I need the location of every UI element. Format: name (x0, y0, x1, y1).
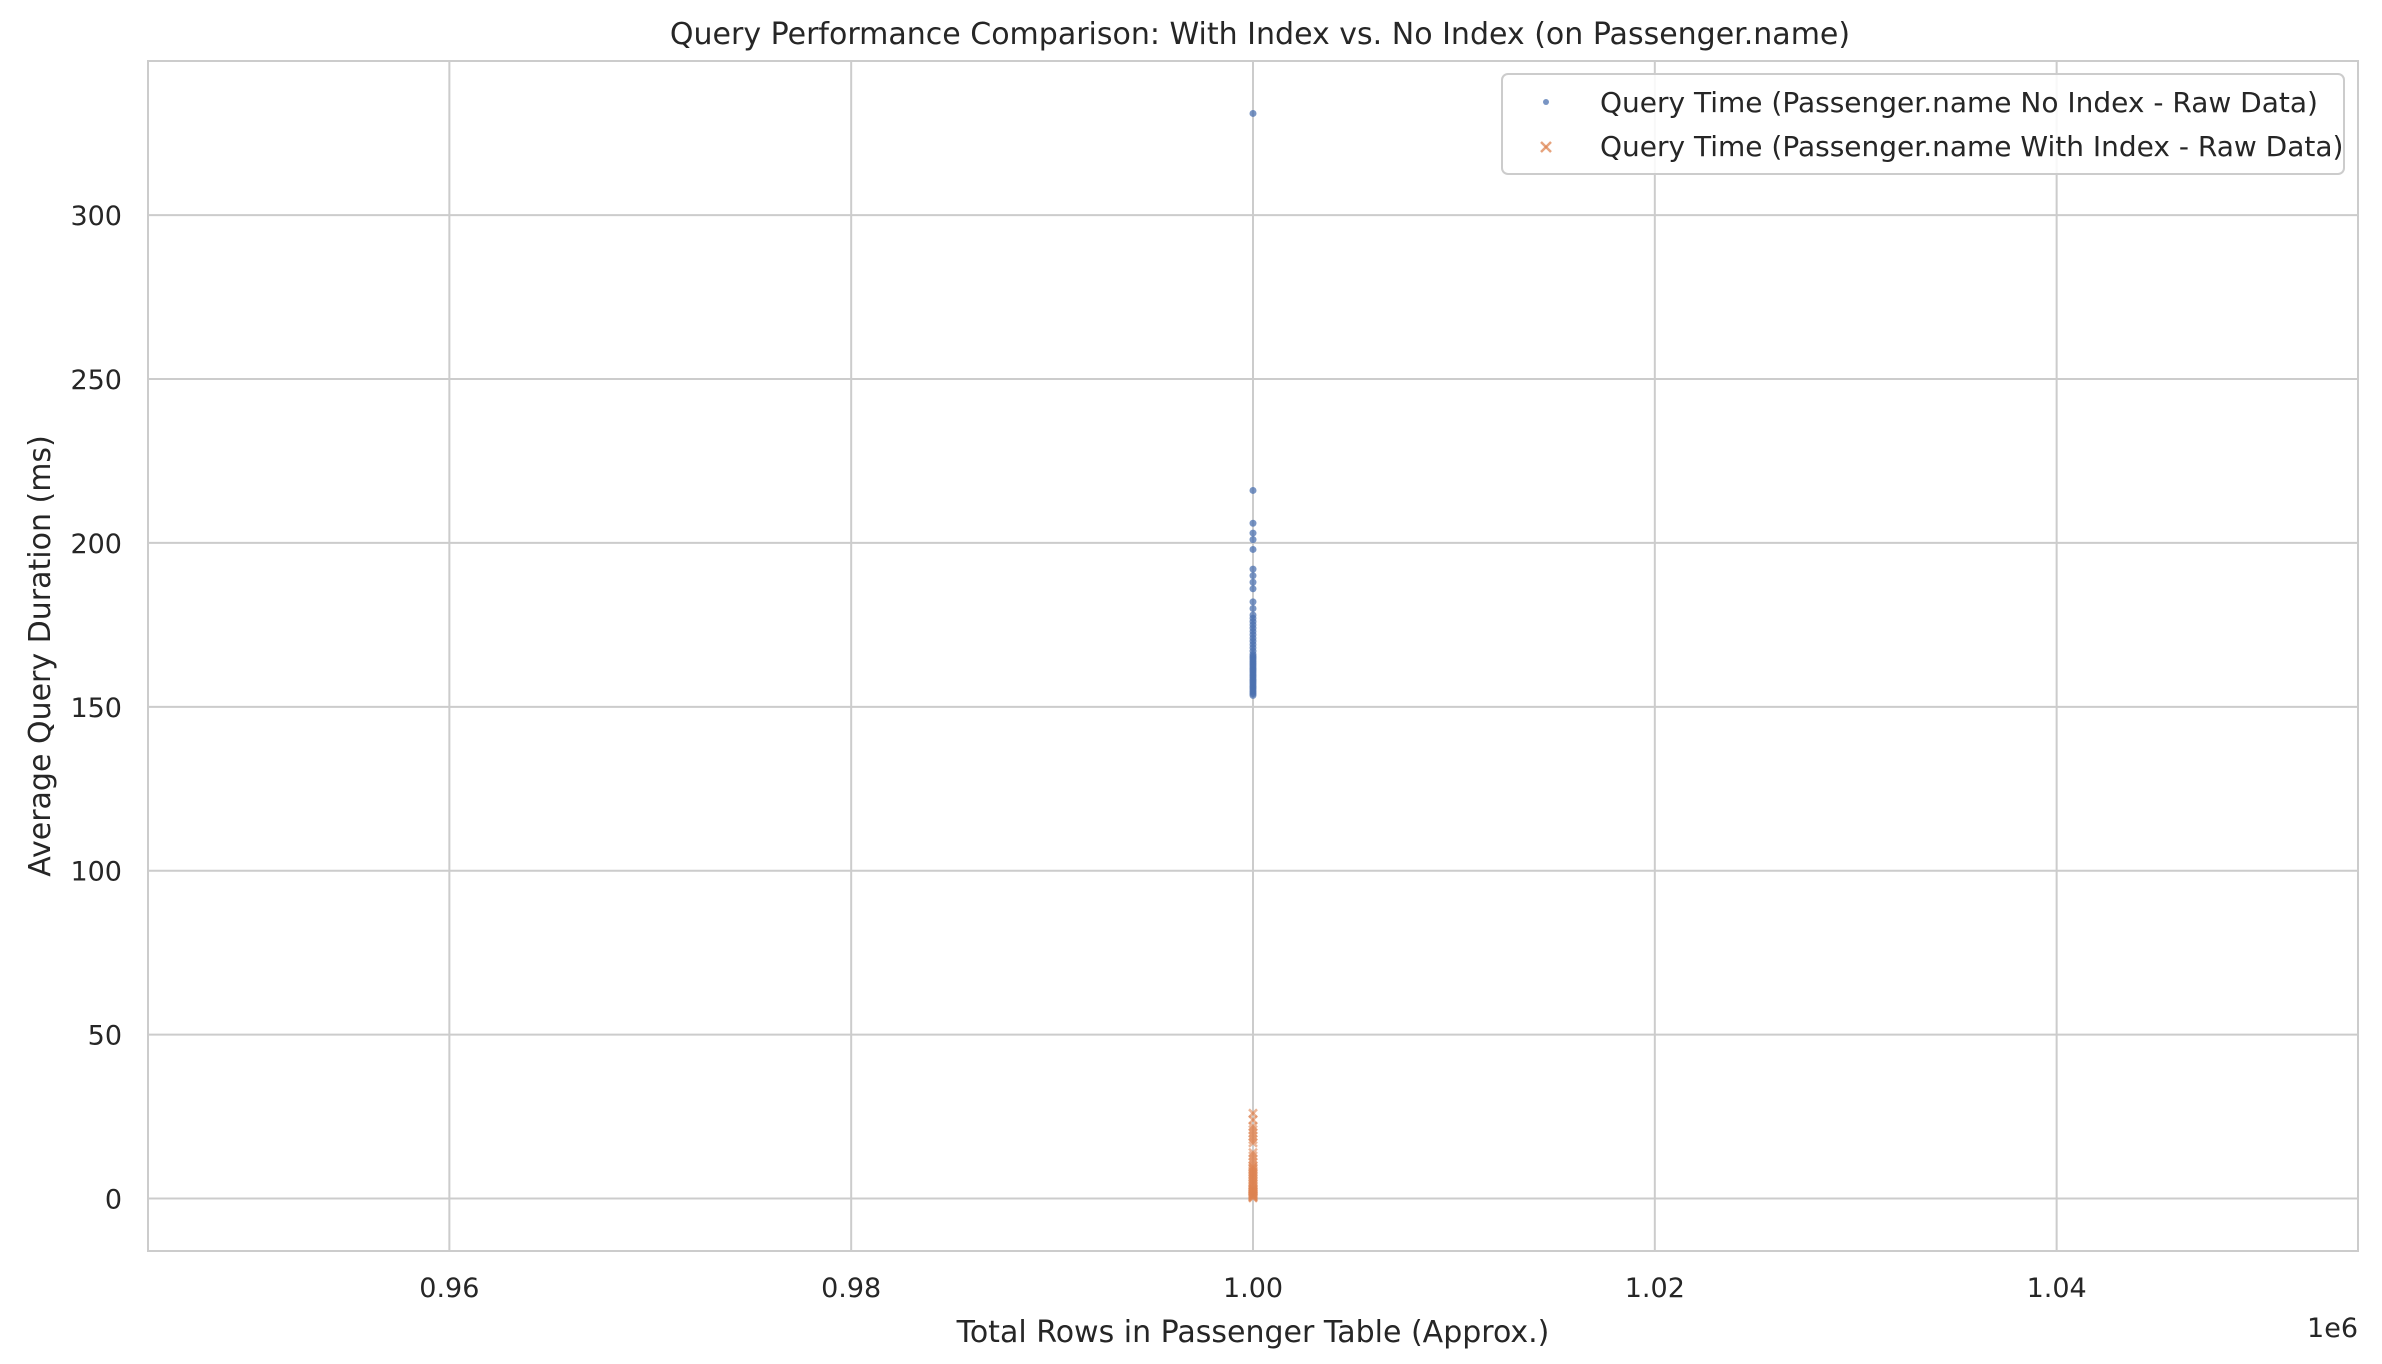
x-axis-label: Total Rows in Passenger Table (Approx.) (956, 1315, 1550, 1350)
legend-marker-no-index (1543, 99, 1549, 105)
x-tick-label: 1.00 (1223, 1273, 1283, 1304)
tick-labels: 0.96 0.98 1.00 1.02 1.04 0 50 100 150 200 250 300 (70, 201, 2086, 1304)
y-tick-label: 300 (70, 201, 122, 232)
data-point-no-index (1249, 585, 1257, 593)
y-tick-label: 150 (70, 693, 122, 724)
data-point-no-index (1249, 529, 1257, 537)
legend-box (1501, 73, 2345, 175)
data-point-no-index (1249, 572, 1257, 580)
x-axis-offset-label: 1e6 (2307, 1313, 2358, 1344)
data-point-no-index (1249, 519, 1257, 527)
y-tick-label: 250 (70, 365, 122, 396)
data-point-no-index (1249, 536, 1257, 544)
y-tick-label: 0 (105, 1185, 122, 1216)
y-axis-label: Average Query Duration (ms) (23, 435, 58, 877)
data-point-with-index (1248, 1134, 1258, 1145)
x-tick-label: 1.02 (1625, 1273, 1685, 1304)
x-tick-label: 1.04 (2027, 1273, 2087, 1304)
data-point-no-index (1249, 109, 1257, 117)
chart-title: Query Performance Comparison: With Index… (670, 17, 1850, 52)
y-tick-label: 50 (88, 1021, 122, 1052)
data-point-no-index (1249, 545, 1257, 553)
y-tick-label: 100 (70, 857, 122, 888)
data-point-no-index (1249, 578, 1257, 586)
data-point-no-index (1249, 691, 1257, 699)
x-tick-label: 0.96 (419, 1273, 479, 1304)
legend-label-no-index: Query Time (Passenger.name No Index - Ra… (1600, 86, 2318, 119)
data-point-no-index (1249, 604, 1257, 612)
data-points (1248, 109, 1258, 1203)
y-tick-label: 200 (70, 529, 122, 560)
data-point-with-index (1248, 1193, 1258, 1203)
data-point-no-index (1249, 565, 1257, 573)
data-point-no-index (1249, 486, 1257, 494)
plot-area (147, 60, 2359, 1252)
data-point-no-index (1249, 598, 1257, 606)
legend: Query Time (Passenger.name No Index - Ra… (1501, 73, 2345, 175)
x-tick-label: 0.98 (821, 1273, 881, 1304)
data-point-with-index (1248, 1137, 1258, 1148)
legend-marker-with-index (1540, 141, 1552, 153)
legend-label-with-index: Query Time (Passenger.name With Index - … (1600, 130, 2343, 163)
